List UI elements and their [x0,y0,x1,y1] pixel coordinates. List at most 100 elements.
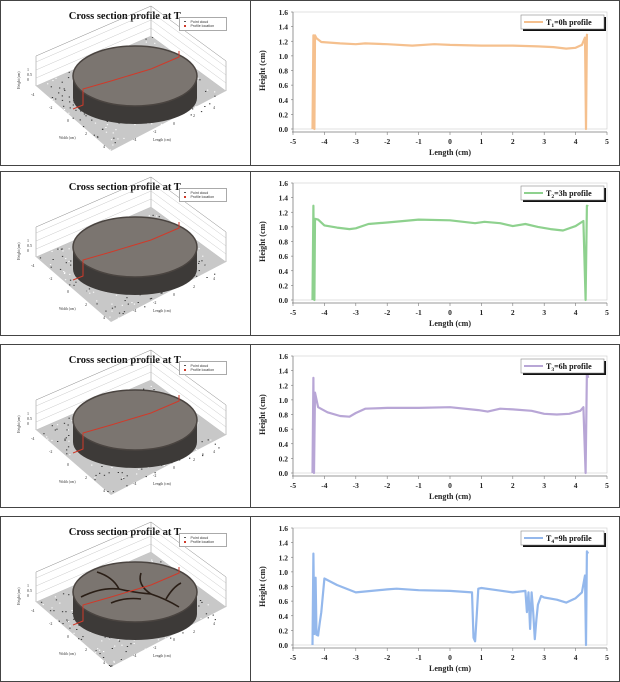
y-tick-label: 1.0 [279,396,289,405]
legend-3d-item: Point cloud [184,364,208,368]
x-tick-label: 1 [480,481,484,490]
svg-text:2: 2 [193,113,195,118]
x-tick-label: -5 [290,653,296,662]
title-text: Cross section profile at T [68,182,181,193]
y-tick-label: 1.4 [279,23,289,32]
svg-text:-4: -4 [31,92,34,97]
legend-3d-label: Profile location [190,540,215,544]
figure-row-1: Cross section profile at T110.50-4-20244… [0,0,620,166]
x-tick-label: 4 [574,653,578,662]
x-tick-label: 5 [605,308,609,317]
x-tick-label: 0 [448,481,452,490]
x-tick-label: 5 [605,481,609,490]
title-text: Cross section profile at T [68,527,181,538]
x-tick-label: -4 [321,653,327,662]
x-tick-label: -2 [384,308,390,317]
y-tick-label: 0.0 [279,125,289,134]
svg-text:4: 4 [103,660,105,665]
x-tick-label: 3 [542,137,546,146]
svg-text:-4: -4 [31,263,34,268]
x-axis-label: Length (cm) [429,492,471,501]
x-tick-label: -1 [415,653,421,662]
profile-legend [520,14,605,30]
y-axis-label: Height (cm) [258,394,267,435]
y-tick-label: 0.2 [279,281,289,290]
svg-text:0: 0 [173,292,175,297]
legend-label: T1=0h profile [546,18,592,29]
x-tick-label: -2 [384,653,390,662]
legend-3d: Point cloud Profile location [179,188,227,202]
x-tick-label: 1 [480,308,484,317]
svg-text:2: 2 [85,475,87,480]
x-tick-label: 5 [605,137,609,146]
profile-line-chart: 0.0 0.2 0.4 0.6 0.8 1.0 1.2 1.4 1.6 -5 -4 -3 -2 -1 0 1 2… [258,352,609,501]
x-tick-label: -5 [290,308,296,317]
point-cloud-marker-icon [184,191,186,194]
svg-text:-2: -2 [49,621,52,626]
svg-text:0: 0 [27,248,29,253]
legend-3d-label: Profile location [190,368,215,372]
legend-3d: Point cloud Profile location [179,533,227,547]
y-tick-label: 0.2 [279,626,289,635]
profile-legend [520,530,605,546]
legend-3d-label: Point cloud [190,19,209,24]
y-tick-label: 0.8 [279,411,289,420]
y-axis-label: Height (cm) [258,221,267,262]
svg-text:-2: -2 [153,129,156,134]
x-tick-label: 2 [511,481,515,490]
svg-text:-4: -4 [31,436,34,441]
x-axis-label: Length (cm) [429,319,471,328]
y-tick-label: 0.0 [279,296,289,305]
legend-3d-item: Point cloud [184,20,208,24]
svg-text:0: 0 [67,118,69,123]
y-tick-label: 1.2 [279,381,289,390]
profile-legend [520,358,605,374]
y-axis-label: Height (cm) [258,50,267,91]
width-axis-label: Width (cm) [59,307,76,311]
profile-line-chart: 0.0 0.2 0.4 0.6 0.8 1.0 1.2 1.4 1.6 -5 -4 -3 -2 -1 0 1 2… [258,8,609,157]
x-tick-label: 0 [448,308,452,317]
legend-3d-item: Profile location [184,368,214,372]
x-tick-label: -1 [415,308,421,317]
legend-label: T2=3h profile [546,189,592,200]
length-axis-label: Length (cm) [153,482,172,486]
y-tick-label: 0.8 [279,67,289,76]
svg-text:4: 4 [103,144,105,149]
legend-3d-label: Point cloud [190,190,209,195]
y-tick-label: 0.4 [279,612,289,621]
y-tick-label: 0.8 [279,238,289,247]
x-tick-label: 2 [511,653,515,662]
width-axis-label: Width (cm) [59,480,76,484]
point-cloud-3d-panel: Cross section profile at T210.50-4-20244… [0,171,251,336]
y-tick-label: 1.6 [279,179,289,188]
height-axis-label: Height (cm) [17,587,21,605]
y-tick-label: 1.0 [279,52,289,61]
svg-text:1: 1 [27,583,29,588]
title-text: Cross section profile at T [68,11,181,22]
svg-text:0: 0 [67,289,69,294]
svg-text:2: 2 [85,131,87,136]
x-tick-label: 5 [605,653,609,662]
svg-text:-2: -2 [49,276,52,281]
y-tick-label: 0.6 [279,597,289,606]
svg-text:-4: -4 [133,308,136,313]
y-tick-label: 0.0 [279,641,289,650]
legend-3d-item: Point cloud [184,191,208,195]
svg-text:2: 2 [85,647,87,652]
svg-text:-2: -2 [153,645,156,650]
y-tick-label: 1.4 [279,194,289,203]
x-tick-label: -4 [321,308,327,317]
svg-text:0: 0 [67,462,69,467]
x-tick-label: 3 [542,653,546,662]
x-tick-label: 4 [574,308,578,317]
point-cloud-marker-icon [184,20,186,23]
profile-location-marker-icon [184,541,186,543]
legend-3d-item: Profile location [184,24,214,28]
legend-3d-item: Point cloud [184,536,208,540]
svg-text:-4: -4 [133,137,136,142]
y-tick-label: 0.6 [279,425,289,434]
y-tick-label: 0.2 [279,110,289,119]
y-tick-label: 0.6 [279,81,289,90]
